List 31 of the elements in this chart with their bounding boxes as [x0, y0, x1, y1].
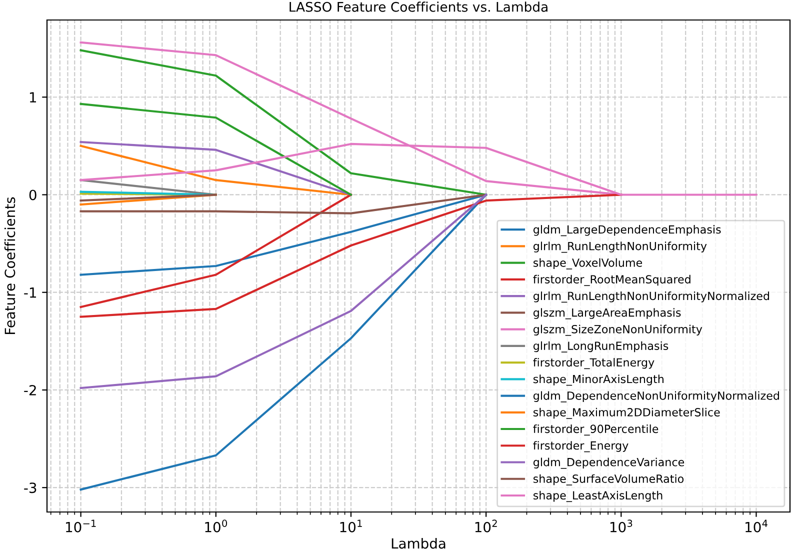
legend-label: shape_VoxelVolume: [533, 258, 642, 270]
legend-label: firstorder_RootMeanSquared: [533, 274, 690, 286]
legend-label: gldm_LargeDependenceEmphasis: [533, 225, 721, 236]
legend-label: glszm_LargeAreaEmphasis: [533, 308, 681, 320]
x-tick-label: 10$^{2}$: [475, 520, 497, 532]
x-tick-label: 10$^{0}$: [205, 520, 228, 532]
legend-label: firstorder_TotalEnergy: [533, 358, 654, 370]
legend-label: glrlm_RunLengthNonUniformityNormalized: [533, 292, 770, 303]
legend-label: firstorder_90Percentile: [533, 424, 658, 436]
legend-label: gldm_DependenceNonUniformityNormalized: [533, 391, 779, 402]
y-tick-label: -2: [24, 384, 36, 396]
y-tick-label: 1: [30, 92, 36, 102]
legend-label: shape_Maximum2DDiameterSlice: [533, 408, 720, 419]
legend-label: shape_MinorAxisLength: [533, 374, 664, 386]
x-tick-label: 10$^{1}$: [340, 520, 362, 532]
legend-label: glszm_SizeZoneNonUniformity: [533, 324, 702, 336]
x-tick-label: 10$^{−1}$: [66, 520, 96, 532]
x-axis-title: Lambda: [392, 538, 446, 549]
y-tick-label: -3: [24, 482, 36, 494]
legend-label: gldm_DependenceVariance: [533, 458, 684, 469]
legend-label: glrlm_RunLengthNonUniformity: [533, 242, 707, 253]
chart-title: LASSO Feature Coefficients vs. Lambda: [290, 2, 548, 12]
y-axis-title: Feature Coefficients: [4, 197, 16, 334]
legend-label: shape_SurfaceVolumeRatio: [533, 474, 684, 486]
legend-label: glrlm_LongRunEmphasis: [533, 341, 668, 352]
x-tick-label: 10$^{3}$: [610, 520, 632, 532]
y-tick-label: -1: [24, 288, 36, 298]
legend-label: firstorder_Energy: [533, 441, 628, 452]
y-tick-label: 0: [29, 190, 36, 200]
x-tick-label: 10$^{4}$: [746, 520, 768, 532]
legend-label: shape_LeastAxisLength: [533, 490, 662, 502]
